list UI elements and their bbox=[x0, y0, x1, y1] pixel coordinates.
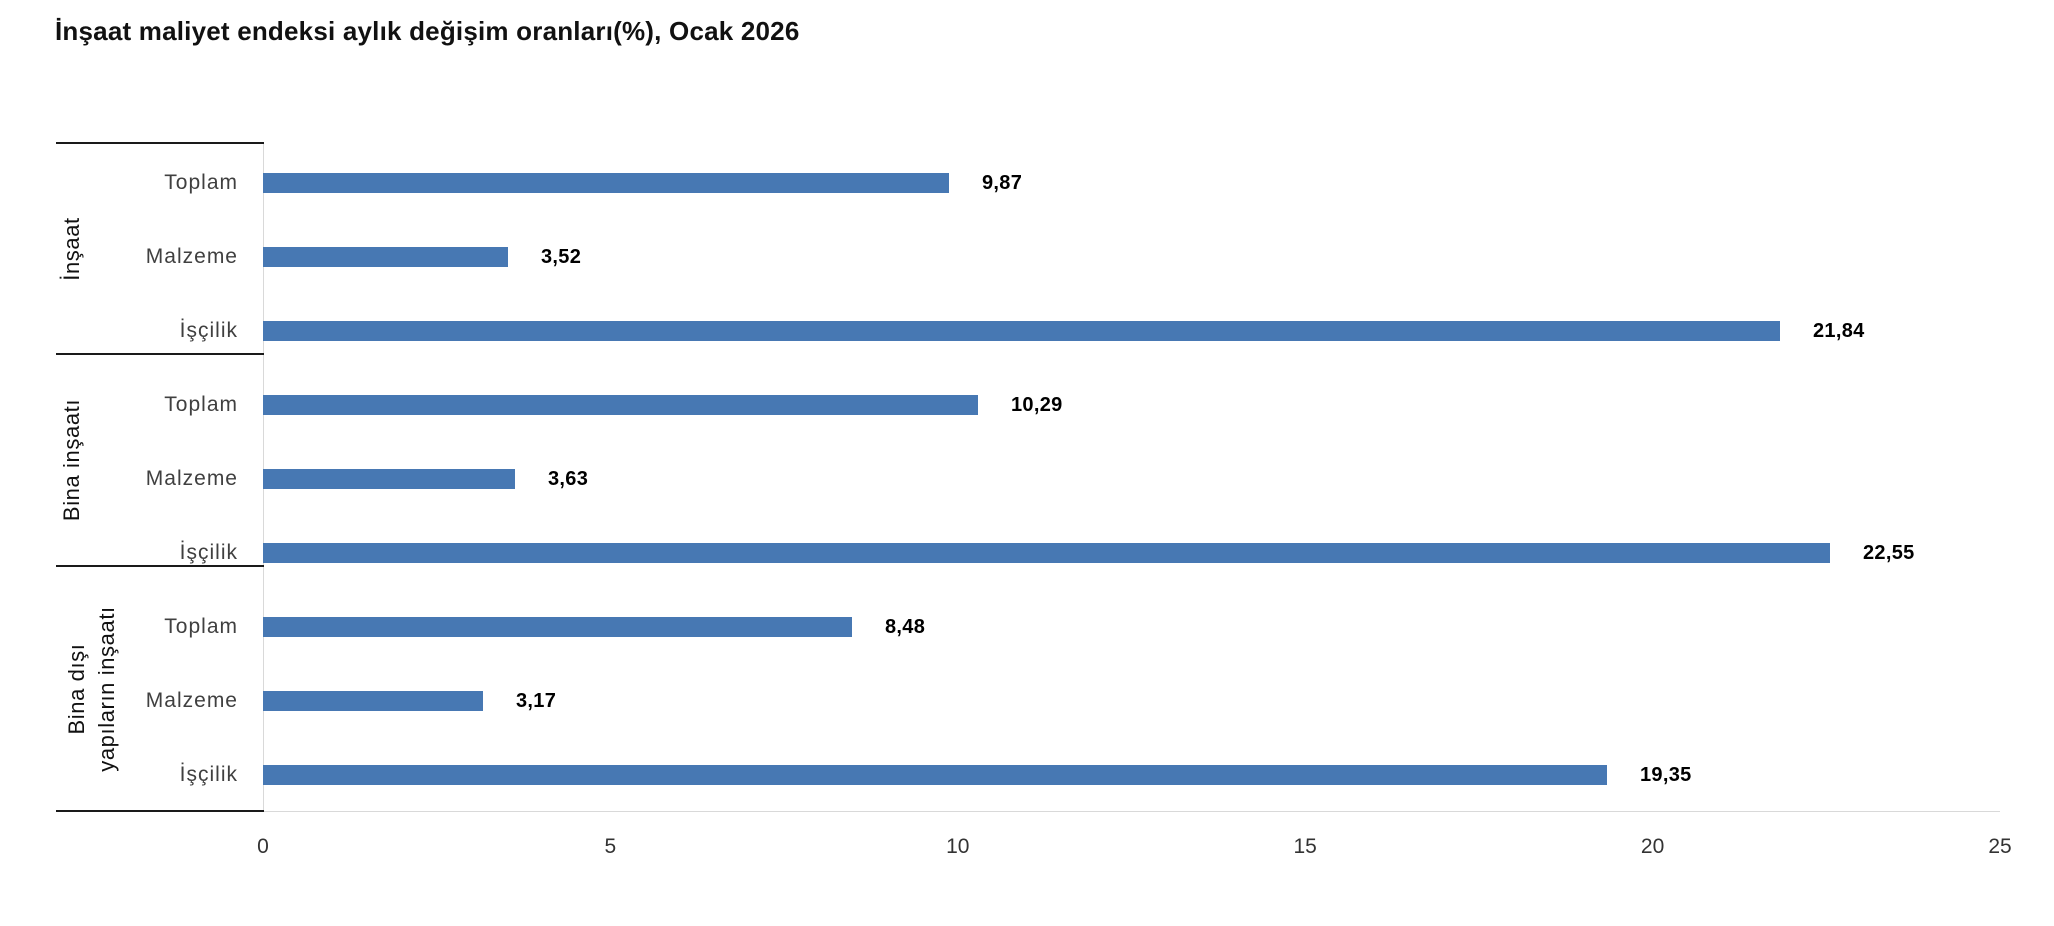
group-separator-line bbox=[56, 810, 264, 812]
bar bbox=[263, 395, 978, 415]
bar-value-label: 19,35 bbox=[1640, 764, 1692, 786]
group-separator-line bbox=[56, 565, 264, 567]
x-axis-tick-label: 15 bbox=[1293, 835, 1317, 858]
x-axis-tick-label: 10 bbox=[946, 835, 970, 858]
category-tick-label: İşçilik bbox=[179, 763, 238, 786]
bar-value-label: 3,52 bbox=[541, 246, 582, 268]
bar-value-label: 8,48 bbox=[885, 616, 926, 638]
bar bbox=[263, 247, 508, 267]
bar bbox=[263, 765, 1607, 785]
bar bbox=[263, 543, 1830, 563]
bar-value-label: 3,17 bbox=[516, 690, 557, 712]
category-tick-label: Malzeme bbox=[145, 245, 238, 268]
group-separator-line bbox=[56, 142, 264, 144]
bar-value-label: 3,63 bbox=[548, 468, 589, 490]
bar bbox=[263, 321, 1780, 341]
bar bbox=[263, 617, 852, 637]
bar-value-label: 22,55 bbox=[1863, 542, 1915, 564]
group-separator-line bbox=[56, 353, 264, 355]
bar bbox=[263, 173, 949, 193]
x-axis-tick-label: 5 bbox=[604, 835, 617, 858]
chart-title: İnşaat maliyet endeksi aylık değişim ora… bbox=[55, 16, 800, 46]
bar bbox=[263, 469, 515, 489]
category-tick-label: İşçilik bbox=[179, 541, 238, 564]
group-label: Bina inşaatı bbox=[59, 398, 84, 522]
category-tick-label: Malzeme bbox=[145, 689, 238, 712]
bar-value-label: 9,87 bbox=[982, 172, 1023, 194]
category-tick-label: Malzeme bbox=[145, 467, 238, 490]
x-axis-tick-label: 20 bbox=[1640, 835, 1665, 858]
bar-value-label: 21,84 bbox=[1813, 320, 1865, 342]
bar-value-label: 10,29 bbox=[1011, 394, 1063, 416]
category-tick-label: Toplam bbox=[164, 393, 238, 416]
group-label: İnşaat bbox=[59, 216, 84, 281]
x-axis-tick-label: 25 bbox=[1988, 835, 2012, 858]
category-tick-label: İşçilik bbox=[179, 319, 238, 342]
bar bbox=[263, 691, 483, 711]
category-tick-label: Toplam bbox=[164, 171, 238, 194]
x-axis-tick-label: 0 bbox=[257, 835, 269, 858]
plot-bottom-border bbox=[263, 811, 2000, 812]
category-tick-label: Toplam bbox=[164, 615, 238, 638]
